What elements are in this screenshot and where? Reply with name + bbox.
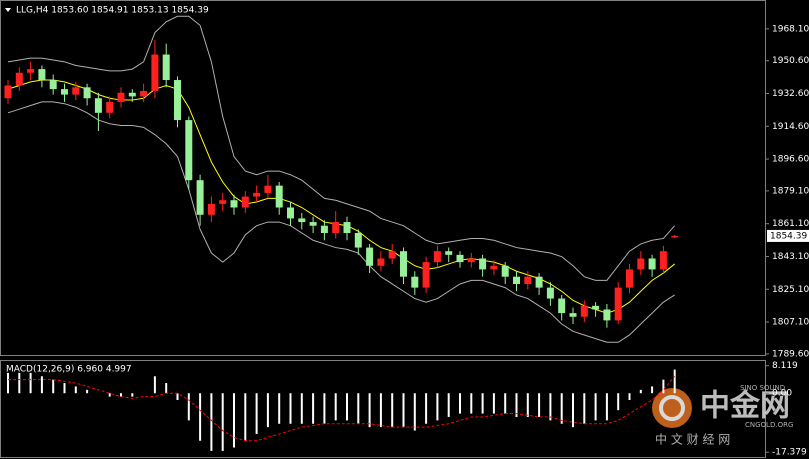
candle-body [433, 251, 441, 263]
candle-body [580, 305, 588, 317]
candle-body [94, 98, 102, 113]
candle-body [490, 265, 498, 270]
candle-body [671, 235, 679, 238]
candle-body [264, 185, 272, 193]
candle-body [4, 85, 12, 99]
candle-body [524, 276, 532, 284]
y-tick-label: 1968.10 [772, 24, 809, 34]
last-price-box [767, 229, 809, 242]
candle-body [241, 196, 249, 208]
candle-body [61, 89, 68, 95]
y-tick-label: 1879.10 [772, 186, 809, 196]
chart-title: LLG,H4 1853.60 1854.91 1853.13 1854.39 [16, 6, 209, 16]
site: CNGOLD.ORG [745, 421, 793, 429]
last-price-label: 1854.39 [770, 231, 807, 241]
candle-body [275, 185, 283, 208]
partner: SINO SOUND [740, 384, 785, 392]
candle-body [659, 251, 667, 270]
candle-body [445, 251, 453, 255]
candle-body [162, 54, 170, 81]
candle-body [128, 92, 136, 97]
menu-triangle[interactable] [5, 8, 11, 12]
candle-body [535, 276, 543, 288]
y-tick-label: 1932.60 [772, 89, 809, 99]
candle-body [377, 258, 385, 266]
candle-body [196, 180, 204, 215]
y-tick-label: 1950.60 [772, 56, 809, 66]
candle-body [309, 222, 317, 226]
candle-body [422, 262, 430, 288]
candle-body [343, 222, 351, 233]
candle-body [117, 92, 125, 102]
candle-body [72, 87, 80, 95]
candle-body [648, 258, 656, 270]
candle-body [366, 247, 374, 266]
candle-body [151, 54, 159, 91]
candle-body [592, 305, 600, 310]
candle-body [27, 69, 35, 73]
logo [652, 388, 692, 428]
candle-body [106, 101, 114, 113]
y-tick-label: 1807.10 [772, 318, 809, 328]
candle-body [298, 218, 306, 223]
indicator-line [7, 15, 676, 281]
macd-tick-label: 0.00 [772, 389, 792, 399]
candle-body [83, 87, 91, 99]
candle-body [558, 298, 566, 314]
candle-body [626, 269, 633, 288]
candle-body [253, 192, 261, 197]
candle-body [287, 207, 294, 219]
y-tick-label: 1861.10 [772, 219, 809, 229]
candle-body [411, 276, 419, 288]
candle-body [140, 90, 148, 97]
candle-body [456, 254, 464, 263]
candle-body [354, 232, 362, 248]
candle-body [174, 80, 181, 121]
slogan: 中 文 财 经 网 [655, 432, 730, 447]
candle-body [15, 72, 23, 86]
candle-body [467, 258, 475, 263]
candle-body [320, 225, 328, 233]
candle-body [207, 203, 215, 215]
candle-body [49, 80, 57, 90]
candle-body [332, 222, 340, 233]
candle-body [388, 251, 396, 259]
macd-title: MACD(12,26,9) 6.960 4.997 [6, 365, 132, 375]
candle-body [569, 313, 577, 317]
candle-body [546, 287, 554, 299]
y-tick-label: 1896.60 [772, 155, 809, 165]
candle-body [513, 276, 520, 284]
indicator-line [7, 101, 675, 343]
y-tick-label: 1843.10 [772, 252, 809, 262]
candle-body [400, 251, 407, 277]
candle-body [614, 287, 622, 321]
candle-body [637, 258, 645, 270]
y-tick-label: 1825.10 [772, 285, 809, 295]
logo-mark [659, 395, 685, 421]
watermark: 中金网 SINO SOUND CNGOLD.ORG 中 文 财 经 网 [652, 384, 793, 447]
brand: 中金网 [700, 389, 790, 424]
main-frame [0, 0, 766, 356]
macd-frame [0, 360, 766, 458]
candle-body [38, 69, 46, 81]
macd-tick-label: -17.379 [772, 448, 807, 458]
candle-body [185, 120, 193, 181]
candle-body [603, 309, 611, 321]
candle-body [230, 200, 238, 208]
candle-body [219, 200, 227, 204]
candle-body [501, 265, 509, 277]
y-tick-label: 1789.60 [772, 349, 809, 359]
macd-tick-label: 8.119 [772, 361, 798, 371]
candle-body [479, 258, 487, 270]
y-tick-label: 1914.60 [772, 122, 809, 132]
